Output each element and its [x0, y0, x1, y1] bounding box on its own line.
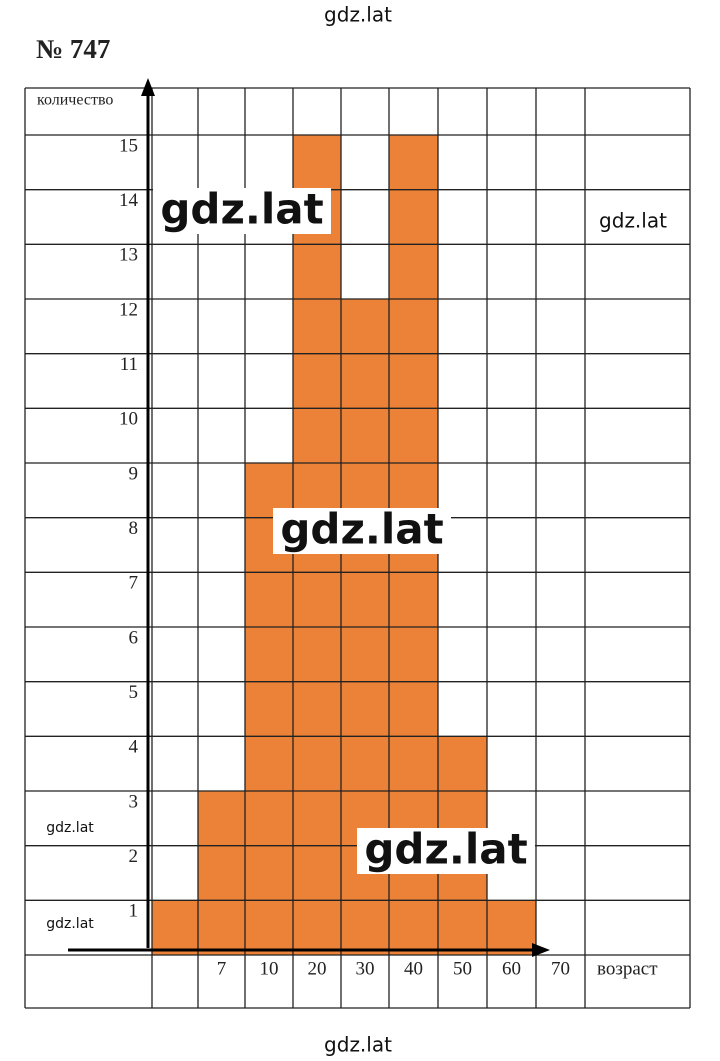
- watermark: gdz.lat: [46, 820, 94, 836]
- watermark-bg: [273, 508, 451, 554]
- x-tick-label: 60: [502, 958, 521, 979]
- y-tick-label: 9: [129, 463, 139, 484]
- y-tick-label: 14: [119, 190, 139, 211]
- watermark-bg: [357, 828, 535, 874]
- y-tick-label: 1: [129, 901, 139, 922]
- y-tick-label: 11: [120, 354, 138, 375]
- bar: [487, 900, 536, 955]
- x-axis-label: возраст: [597, 958, 658, 979]
- y-tick-label: 6: [129, 627, 139, 648]
- y-tick-label: 13: [119, 245, 138, 266]
- watermark: gdz.lat: [160, 185, 323, 234]
- x-tick-label: 10: [260, 958, 279, 979]
- y-tick-label: 5: [129, 682, 139, 703]
- y-tick-label: 2: [129, 846, 139, 867]
- watermark: gdz.lat: [364, 825, 527, 874]
- y-axis-label: количество: [37, 92, 113, 109]
- x-tick-label: 30: [356, 958, 375, 979]
- y-tick-label: 8: [129, 518, 139, 539]
- x-tick-label: 50: [453, 958, 472, 979]
- watermark: gdz.lat: [324, 3, 392, 27]
- y-tick-label: 12: [119, 299, 138, 320]
- y-tick-label: 7: [129, 573, 139, 594]
- watermark: gdz.lat: [46, 916, 94, 932]
- y-axis-arrow: [141, 78, 155, 96]
- x-tick-label: 70: [551, 958, 570, 979]
- bar: [152, 900, 198, 955]
- watermark: gdz.lat: [599, 209, 667, 233]
- y-tick-label: 3: [129, 791, 139, 812]
- watermark: gdz.lat: [280, 505, 443, 554]
- chart-title: № 747: [36, 34, 110, 64]
- x-tick-label: 7: [217, 958, 227, 979]
- bar: [198, 791, 245, 955]
- y-tick-label: 15: [119, 135, 138, 156]
- y-tick-label: 10: [119, 409, 138, 430]
- x-tick-label: 40: [404, 958, 423, 979]
- watermark: gdz.lat: [324, 1033, 392, 1057]
- watermark-bg: [153, 188, 331, 234]
- x-axis-arrow: [532, 943, 550, 957]
- y-tick-label: 4: [129, 737, 139, 758]
- x-tick-label: 20: [308, 958, 327, 979]
